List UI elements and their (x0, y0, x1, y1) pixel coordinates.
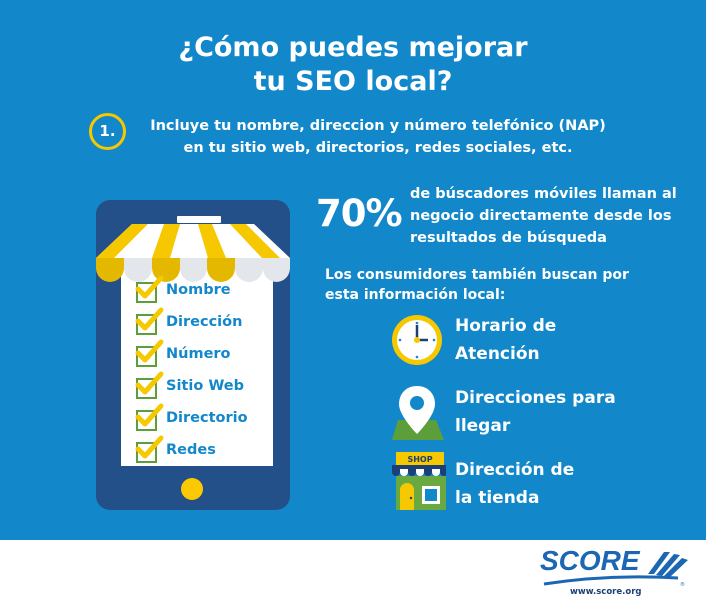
consumers-line2: esta información local: (325, 287, 506, 303)
clock-icon (392, 315, 442, 365)
consumers-intro: Los consumidores también buscan por esta… (325, 265, 629, 305)
checklist-label: Sitio Web (166, 378, 245, 394)
svg-text:SHOP: SHOP (407, 455, 432, 464)
feature-label: Direcciones para llegar (455, 388, 616, 436)
checklist-label: Directorio (166, 410, 248, 426)
checkmark-icon (135, 403, 164, 427)
svg-text:®: ® (680, 581, 685, 588)
page-title-line1: ¿Cómo puedes mejorar (178, 32, 528, 63)
checklist-label: Dirección (166, 314, 243, 330)
stat-value: 70% (316, 192, 403, 235)
checkmark-icon (135, 371, 164, 395)
feature-store-address: SHOP Dirección de la tienda (390, 452, 690, 516)
checklist-label: Número (166, 346, 231, 362)
consumers-line1: Los consumidores también buscan por (325, 267, 629, 283)
feature-directions: Direcciones para llegar (390, 384, 690, 444)
checkmark-icon (135, 275, 164, 299)
phone-home-button (181, 478, 203, 500)
stat-description: de búscadores móviles llaman al negocio … (410, 183, 706, 249)
score-logo[interactable]: SCORE ® www.score.org (540, 544, 700, 602)
feature-label: Horario de Atención (455, 316, 557, 364)
step-text-line1: Incluye tu nombre, direccion y número te… (150, 118, 606, 134)
feature-label: Dirección de la tienda (455, 460, 575, 508)
score-wordmark: SCORE (540, 545, 640, 576)
score-swoosh-icon: ® (543, 552, 688, 588)
score-url[interactable]: www.score.org (570, 587, 642, 597)
stat-text-line2: negocio directamente desde los (410, 208, 672, 224)
step-number-badge: 1. (89, 113, 126, 150)
page-title-line2: tu SEO local? (253, 66, 453, 97)
feature-hours: Horario de Atención (390, 312, 690, 372)
checkmark-icon (135, 435, 164, 459)
stat-text-line1: de búscadores móviles llaman al (410, 186, 677, 202)
stat-text-line3: resultados de búsqueda (410, 230, 607, 246)
map-pin-icon (392, 386, 444, 440)
checklist-label: Nombre (166, 282, 231, 298)
phone-illustration (96, 200, 290, 510)
shop-icon: SHOP (392, 452, 446, 510)
checkmark-icon (135, 339, 164, 363)
step-text-line2: en tu sitio web, directorios, redes soci… (183, 140, 573, 156)
checklist-label: Redes (166, 442, 216, 458)
checkmark-icon (135, 307, 164, 331)
awning-icon (96, 224, 290, 282)
phone-speaker (177, 216, 221, 223)
